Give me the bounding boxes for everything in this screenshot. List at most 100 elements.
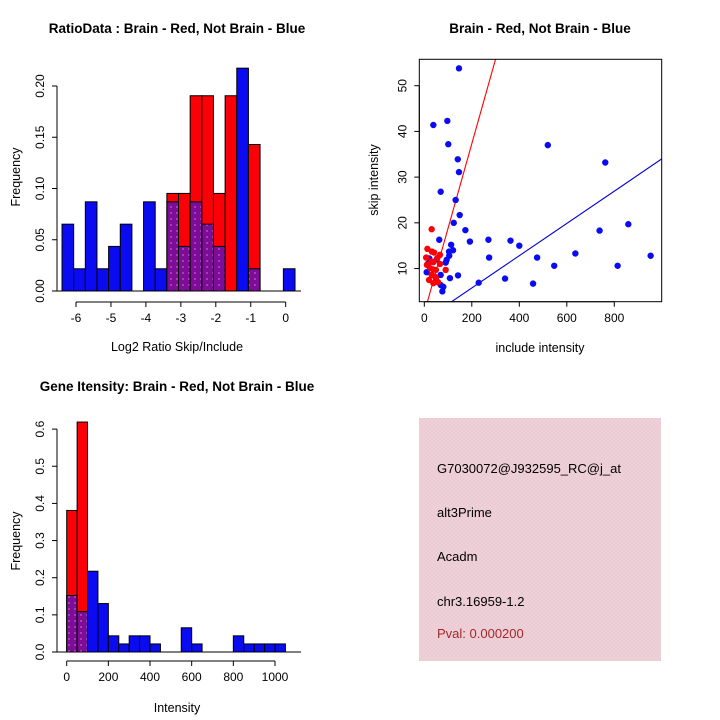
hist-bar-blue	[180, 627, 193, 653]
hist-bar-blue	[61, 223, 75, 292]
hist-bar-blue	[274, 643, 286, 653]
scatter-point-blue	[625, 221, 632, 228]
x-axis-label: Log2 Ratio Skip/Include	[111, 340, 243, 354]
x-axis-label: Intensity	[154, 701, 201, 715]
scatter-point-blue	[455, 65, 463, 72]
x-axis-label: include intensity	[496, 341, 586, 355]
hist-bar-blue	[87, 570, 99, 653]
y-tick-label: 0.15	[33, 125, 47, 149]
scatter-point-red	[442, 266, 449, 274]
y-tick-label: 0.10	[33, 176, 47, 200]
hist-bar-blue	[73, 268, 86, 292]
y-tick-label: 30	[395, 170, 409, 184]
gene-info-box: G7030072@J932595_RC@j_at alt3Prime Acadm…	[419, 418, 661, 661]
x-tick-label: 800	[604, 311, 624, 325]
gene-name-text: Acadm	[437, 549, 478, 564]
y-tick-label: 0.0	[33, 643, 47, 660]
hist-bar-blue	[154, 268, 168, 292]
scatter-point-blue	[445, 141, 452, 148]
panel-title: Gene Itensity: Brain - Red, Not Brain - …	[40, 379, 315, 394]
scatter-point-blue	[501, 275, 509, 282]
hist-bar-blue	[282, 268, 296, 292]
hist-bar-overlap	[247, 268, 261, 292]
scatter-point-blue	[462, 226, 469, 234]
hist-bar-blue	[97, 603, 109, 653]
gene-intensity-histogram-panel: 0 200 400 600 800 1000 0.0 0.1 0.2 0.3 0.4 0.5 0.6 Ge…	[9, 379, 315, 715]
scatter-point-blue	[437, 188, 444, 195]
y-tick-label: 0.20	[33, 74, 47, 98]
y-tick-label: 0.05	[33, 228, 47, 252]
plot-box	[418, 58, 663, 303]
y-tick-label: 0.00	[33, 279, 47, 303]
x-tick-label: -2	[210, 311, 221, 325]
x-tick-label: 600	[182, 670, 202, 684]
pval-text: Pval: 0.000200	[437, 626, 524, 641]
scatter-point-red	[432, 266, 440, 274]
x-tick-label: 200	[98, 670, 118, 684]
hist-bar-overlap	[76, 611, 89, 653]
hist-bar-blue	[232, 635, 245, 653]
scatter-point-blue	[602, 159, 609, 166]
y-tick-label: 0.1	[33, 606, 47, 623]
scatter-point-blue	[437, 271, 444, 279]
scatter-point-blue	[596, 227, 603, 234]
scatter-point-blue	[450, 219, 457, 227]
scatter-point-blue	[466, 238, 474, 245]
splice-type-text: alt3Prime	[437, 505, 492, 520]
x-tick-label: -6	[71, 311, 82, 325]
scatter-point-blue	[436, 236, 443, 243]
scatter-point-red	[436, 260, 444, 268]
hist-bar-overlap	[166, 201, 180, 292]
red-regression-line	[426, 59, 497, 302]
scatter-point-blue	[551, 262, 558, 269]
blue-regression-line	[450, 158, 662, 302]
hist-bar-blue	[264, 643, 276, 653]
scatter-point-blue	[507, 237, 514, 244]
y-tick-label: 0.2	[33, 569, 47, 586]
hist-bar-blue	[236, 67, 249, 292]
hist-bar-overlap	[66, 594, 78, 653]
scatter-point-blue	[442, 259, 449, 266]
hist-bar-blue	[84, 201, 98, 292]
hist-bar-blue	[118, 643, 130, 653]
hist-bar-blue	[108, 245, 121, 292]
hist-bar-blue	[119, 223, 133, 292]
scatter-point-blue	[456, 211, 463, 219]
location-text: chr3.16959-1.2	[437, 594, 525, 609]
x-tick-label: -5	[106, 311, 117, 325]
hist-bar-blue	[191, 643, 203, 653]
scatter-point-blue	[544, 141, 551, 149]
scatter-point-blue	[455, 168, 463, 176]
probe-id-text: G7030072@J932595_RC@j_at	[437, 461, 621, 476]
panel-title: Brain - Red, Not Brain - Blue	[449, 21, 631, 36]
x-tick-label: 400	[509, 311, 529, 325]
scatter-point-blue	[485, 254, 493, 261]
scatter-point-red	[430, 279, 437, 287]
scatter-point-blue	[444, 117, 451, 125]
x-tick-label: 1000	[262, 670, 289, 684]
scatter-point-blue	[430, 121, 437, 129]
scatter-point-blue	[454, 272, 462, 279]
hist-bar-overlap	[212, 245, 226, 292]
scatter-point-red	[423, 254, 430, 261]
hist-bar-blue	[149, 643, 161, 653]
y-axis-label: Frequency	[9, 511, 23, 571]
scatter-point-blue	[516, 242, 523, 249]
panel-title: RatioData : Brain - Red, Not Brain - Blu…	[49, 21, 306, 36]
hist-bar-blue	[143, 201, 156, 292]
scatter-point-red	[434, 254, 441, 262]
y-tick-label: 50	[395, 79, 409, 93]
hist-bar-blue	[107, 635, 120, 653]
scatter-point-red	[428, 226, 435, 233]
hist-bar-overlap	[178, 245, 191, 292]
scatter-point-blue	[533, 254, 541, 261]
x-tick-label: 800	[223, 670, 243, 684]
y-axis-label: Frequency	[9, 147, 23, 207]
y-tick-label: 0.3	[33, 532, 47, 549]
y-tick-label: 0.4	[33, 495, 47, 512]
y-tick-label: 10	[395, 262, 409, 276]
y-tick-label: 0.5	[33, 458, 47, 475]
x-tick-label: 400	[140, 670, 160, 684]
scatter-point-blue	[454, 156, 461, 163]
